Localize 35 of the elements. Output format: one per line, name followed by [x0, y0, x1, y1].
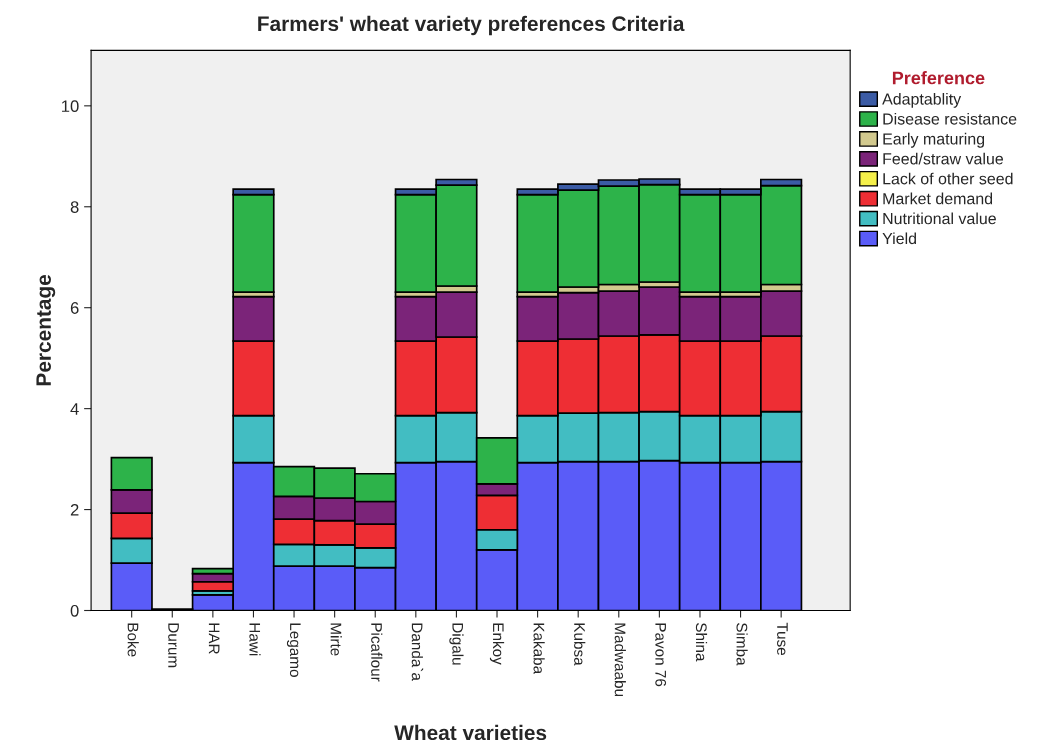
x-tick-label: Tuse [777, 622, 788, 656]
y-tick-label: 2 [70, 503, 79, 516]
x-axis-title: Wheat varieties [394, 724, 547, 740]
x-tick-label: Kubsa [574, 623, 586, 666]
y-tick-label: 8 [70, 201, 79, 213]
x-tick-label: Hawi [249, 623, 261, 656]
x-tick-label: Mirte [330, 623, 342, 656]
x-tick-label: Digalu [449, 623, 464, 665]
legend-label: Early maturing [883, 132, 985, 148]
y-tick-label: 4 [70, 403, 79, 415]
y-tick-label: 0 [70, 604, 79, 617]
legend-title: Preference [892, 71, 985, 85]
x-tick-label: Kakaba [533, 623, 545, 675]
y-tick-label: 6 [70, 302, 79, 314]
legend-label: Feed/straw value [883, 152, 1004, 165]
x-tick-label: Legamo [286, 623, 301, 677]
x-tick-label: Simba [736, 623, 748, 666]
legend-label: Market demand [883, 192, 993, 205]
y-tick-label: 10 [62, 100, 79, 113]
legend-label: Disease resistance [883, 112, 1017, 125]
x-tick-label: Boke [127, 623, 139, 657]
legend-label: Adaptablity [882, 92, 962, 108]
legend-label: Nutritional value [883, 212, 996, 225]
x-tick-label: Madwaabu [614, 623, 626, 697]
legend-label: Yield [882, 232, 916, 245]
x-tick-label: Durum [168, 623, 179, 668]
x-tick-label: Danda`a [411, 623, 424, 681]
x-tick-label: Pavon 76 [655, 623, 667, 687]
x-tick-label: Picaflour [371, 623, 383, 682]
legend-label: Lack of other seed [883, 172, 1013, 185]
x-tick-label: Enkoy [489, 623, 505, 665]
chart-title: Farmers' wheat variety preferences Criteria [258, 15, 685, 36]
y-axis-title: Percentage [36, 274, 56, 386]
x-tick-label: Shina [695, 623, 708, 662]
x-tick-label: HAR [208, 623, 220, 654]
